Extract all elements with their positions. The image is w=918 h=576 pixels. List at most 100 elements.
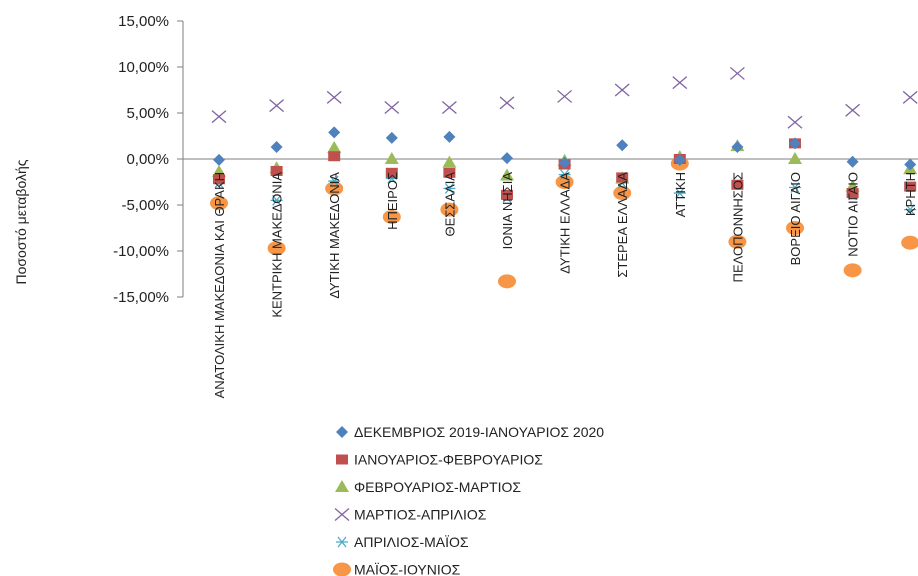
- y-tick-label: 10,00%: [118, 59, 169, 76]
- data-point-circle: [555, 175, 574, 189]
- legend-item: ΔΕΚΕΜΒΡΙΟΣ 2019-ΙΑΝΟΥΑΡΙΟΣ 2020: [336, 424, 604, 440]
- data-point-diamond: [616, 139, 629, 152]
- category-label: ΔΥΤΙΚΗ ΕΛΛΑΔΑ: [558, 172, 573, 274]
- data-point-triangle: [384, 152, 399, 164]
- data-point-square: [328, 151, 341, 162]
- legend-marker-x: [334, 508, 350, 521]
- data-point-square: [731, 179, 744, 190]
- data-point-x: [326, 90, 342, 104]
- data-point-asterisk: [673, 187, 686, 199]
- axes: 15,00% 10,00% 5,00% 0,00% -5,00% -10,00% -15,0…: [113, 13, 918, 306]
- legend-marker-square: [336, 454, 348, 465]
- data-point-square: [904, 181, 917, 192]
- data-point-circle: [440, 202, 459, 217]
- data-point-diamond: [558, 156, 571, 169]
- legend-item: ΙΑΝΟΥΑΡΙΟΣ-ΦΕΒΡΟΥΑΡΙΟΣ: [336, 452, 543, 468]
- data-point-circle: [728, 234, 747, 249]
- category-label: ΝΟΤΙΟ ΑΙΓΑΙΟ: [846, 172, 861, 257]
- data-point-asterisk: [328, 175, 341, 187]
- legend-marker-triangle: [335, 480, 349, 492]
- data-point-asterisk: [904, 204, 917, 216]
- data-point-triangle: [212, 164, 226, 177]
- legend-label: ΜΑΡΤΙΟΣ-ΑΠΡΙΛΙΟΣ: [354, 507, 487, 523]
- data-point-asterisk: [558, 169, 571, 181]
- legend-item: ΑΠΡΙΛΙΟΣ-ΜΑΪΟΣ: [336, 534, 469, 550]
- category-label: ΒΟΡΕΙΟ ΑΙΓΑΙΟ: [788, 172, 803, 265]
- legend-marker-circle: [333, 562, 351, 576]
- data-point-diamond: [501, 152, 513, 165]
- data-point-diamond: [846, 155, 859, 168]
- data-point-x: [441, 100, 457, 114]
- data-point-x: [211, 110, 227, 124]
- data-point-circle: [210, 196, 228, 211]
- y-tick-label: -15,00%: [113, 289, 169, 306]
- data-point-diamond: [789, 137, 801, 150]
- data-point-x: [384, 100, 400, 114]
- legend-label: ΑΠΡΙΛΙΟΣ-ΜΑΪΟΣ: [354, 534, 469, 550]
- data-point-circle: [901, 235, 918, 250]
- data-point-circle: [843, 263, 862, 278]
- data-point-x: [499, 96, 515, 110]
- data-point-asterisk: [270, 194, 283, 206]
- legend-marker-diamond: [336, 426, 348, 438]
- data-point-diamond: [904, 158, 917, 171]
- data-point-x: [902, 90, 918, 104]
- legend-item: ΦΕΒΡΟΥΑΡΙΟΣ-ΜΑΡΤΙΟΣ: [335, 479, 521, 495]
- category-label: ΚΡΗΤΗ: [903, 172, 918, 216]
- category-label: ΔΥΤΙΚΗ ΜΑΚΕΔΟΝΙΑ: [327, 172, 342, 299]
- data-marks: [210, 66, 918, 289]
- data-point-asterisk: [443, 183, 456, 194]
- y-tick-label: -5,00%: [121, 197, 169, 214]
- data-point-circle: [267, 241, 286, 256]
- data-point-diamond: [213, 153, 225, 166]
- data-point-square: [385, 167, 398, 178]
- series-x: [211, 66, 918, 129]
- category-label: ΑΤΤΙΚΗ: [673, 172, 688, 217]
- data-point-square: [501, 189, 513, 200]
- legend-label: ΔΕΚΕΜΒΡΙΟΣ 2019-ΙΑΝΟΥΑΡΙΟΣ 2020: [354, 424, 604, 440]
- category-label: ΑΝΑΤΟΛΙΚΗ ΜΑΚΕΔΟΝΙΑ ΚΑΙ ΘΡΑΚΗ: [212, 172, 227, 398]
- data-point-square: [270, 165, 283, 176]
- category-label: ΠΕΛΟΠΟΝΝΗΣΟΣ: [730, 172, 745, 282]
- data-point-x: [845, 103, 861, 117]
- data-point-square: [616, 172, 629, 183]
- data-point-x: [729, 66, 745, 80]
- series-circle: [210, 156, 918, 289]
- data-point-square: [443, 167, 456, 178]
- data-point-triangle: [327, 140, 342, 153]
- legend-label: ΙΑΝΟΥΑΡΙΟΣ-ΦΕΒΡΟΥΑΡΙΟΣ: [354, 452, 543, 468]
- category-label: ΘΕΣΣΑΛΙΑ: [442, 172, 457, 237]
- data-point-square: [213, 174, 225, 185]
- y-tick-label: -10,00%: [113, 243, 169, 260]
- y-tick-label: 15,00%: [118, 13, 169, 30]
- category-label: ΚΕΝΤΡΙΚΗ ΜΑΚΕΔΟΝΙΑ: [270, 172, 285, 318]
- data-point-diamond: [673, 153, 686, 166]
- data-point-diamond: [443, 130, 456, 143]
- data-point-circle: [786, 221, 804, 235]
- legend-marker-asterisk: [336, 536, 348, 548]
- data-point-diamond: [270, 141, 283, 154]
- legend-item: ΜΑΪΟΣ-ΙΟΥΝΙΟΣ: [333, 562, 461, 576]
- data-point-diamond: [385, 131, 398, 144]
- category-label: ΣΤΕΡΕΑ ΕΛΛΑΔΑ: [615, 172, 630, 278]
- data-point-circle: [325, 181, 344, 196]
- data-point-triangle: [788, 152, 802, 164]
- data-point-asterisk: [789, 182, 801, 193]
- legend-item: ΜΑΡΤΙΟΣ-ΑΠΡΙΛΙΟΣ: [334, 507, 487, 523]
- data-point-x: [557, 89, 573, 103]
- category-label: ΙΟΝΙΑ ΝΗΣΙΑ: [500, 172, 515, 250]
- legend-label: ΦΕΒΡΟΥΑΡΙΟΣ-ΜΑΡΤΙΟΣ: [354, 479, 521, 495]
- data-point-x: [672, 76, 688, 90]
- series-diamond: [213, 126, 917, 171]
- legend-label: ΜΑΪΟΣ-ΙΟΥΝΙΟΣ: [354, 562, 461, 576]
- data-point-square: [846, 188, 859, 199]
- data-point-triangle: [500, 168, 514, 181]
- data-point-diamond: [731, 141, 744, 154]
- data-point-x: [787, 115, 803, 129]
- y-axis-label: Ποσοστό μεταβολής: [13, 159, 29, 284]
- category-label: ΗΠΕΙΡΟΣ: [385, 172, 400, 230]
- data-point-triangle: [442, 155, 457, 168]
- category-labels: ΑΝΑΤΟΛΙΚΗ ΜΑΚΕΔΟΝΙΑ ΚΑΙ ΘΡΑΚΗ ΚΕΝΤΡΙΚΗ ΜΑ…: [212, 172, 918, 399]
- data-point-x: [269, 99, 285, 113]
